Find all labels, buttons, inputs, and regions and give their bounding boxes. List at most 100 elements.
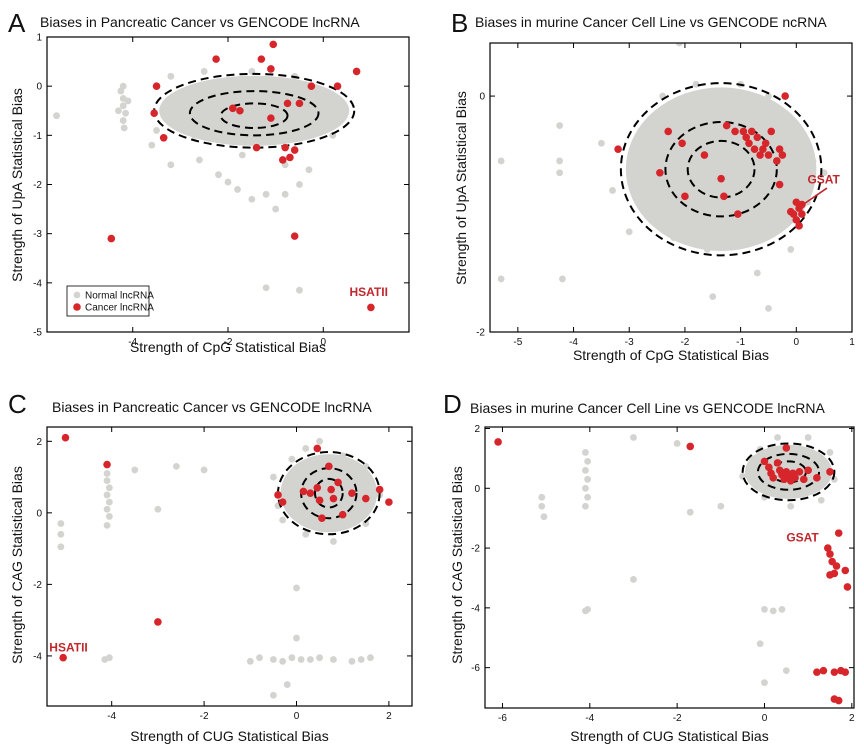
normal-point	[787, 502, 795, 510]
normal-point	[597, 139, 605, 147]
normal-point	[559, 275, 566, 283]
cancer-point	[375, 485, 384, 494]
normal-point	[765, 305, 772, 312]
cancer-point	[745, 139, 753, 148]
cancer-point	[826, 468, 834, 476]
cancer-point	[759, 145, 767, 153]
normal-point	[556, 157, 564, 165]
normal-point	[53, 112, 60, 120]
y-axis-label-d: Strength of CAG Statistical Bias	[449, 466, 465, 664]
normal-point	[103, 521, 111, 529]
legend-box	[66, 285, 150, 317]
normal-point	[122, 109, 129, 117]
annotation-label: GSAT	[807, 172, 840, 186]
cancer-point	[318, 514, 326, 523]
normal-point	[262, 190, 270, 198]
cancer-point	[731, 127, 739, 136]
normal-point	[673, 440, 681, 447]
normal-point	[761, 679, 768, 686]
normal-point	[820, 169, 828, 177]
normal-point	[538, 502, 546, 510]
cancer-point	[59, 653, 67, 662]
normal-point	[497, 275, 505, 283]
cancer-point	[795, 468, 804, 476]
cancer-point	[103, 460, 111, 469]
normal-point	[556, 122, 564, 129]
x-tick-label: -2	[680, 337, 689, 348]
cancer-point	[299, 487, 308, 496]
normal-point	[234, 186, 241, 193]
normal-point	[316, 654, 323, 662]
normal-point	[148, 141, 156, 149]
normal-point	[196, 156, 203, 164]
legend-marker-cancer	[73, 303, 81, 311]
cancer-point	[107, 234, 116, 243]
cancer-point	[61, 433, 70, 442]
cancer-point	[792, 216, 801, 224]
normal-point	[105, 498, 113, 506]
y-tick-label: -2	[33, 580, 42, 591]
normal-point	[556, 169, 564, 177]
cancer-point	[775, 145, 784, 153]
normal-point	[57, 543, 65, 551]
y-tick-label: -1	[33, 131, 42, 142]
plot-marks-d	[494, 434, 852, 705]
cancer-point	[290, 232, 299, 240]
normal-point	[103, 477, 111, 485]
cancer-point	[722, 121, 731, 130]
y-axis-label-b: Strength of UpA Statistical Bias	[453, 91, 469, 285]
normal-point	[296, 181, 303, 188]
panel-a: A Biases in Pancreatic Cancer vs GENCODE …	[8, 8, 410, 355]
cancer-point	[614, 145, 622, 153]
normal-point	[269, 473, 277, 481]
normal-point	[172, 462, 180, 470]
plot-marks-a	[53, 40, 375, 312]
normal-point	[119, 117, 127, 124]
cancer-point	[830, 668, 839, 676]
normal-point	[686, 508, 694, 516]
normal-point	[154, 505, 162, 513]
cancer-point	[150, 109, 158, 118]
cancer-point	[656, 168, 664, 177]
confidence-ellipse	[664, 121, 778, 218]
normal-point	[296, 286, 303, 294]
x-tick-label: 0	[762, 713, 768, 724]
cancer-point	[760, 457, 769, 466]
y-tick-label: -2	[476, 328, 485, 339]
normal-point	[348, 657, 356, 665]
cancer-point	[739, 127, 748, 136]
cancer-point	[832, 562, 841, 570]
legend-label-cancer: Cancer lncRNA	[85, 303, 154, 314]
normal-point	[538, 493, 546, 501]
cancer-point	[278, 498, 287, 506]
cancer-point	[773, 459, 782, 467]
normal-point	[105, 654, 113, 662]
normal-point	[119, 102, 127, 110]
confidence-ellipse	[686, 139, 756, 199]
normal-density-cloud	[280, 454, 378, 533]
cancer-point	[283, 99, 292, 108]
cancer-point	[159, 133, 168, 142]
normal-point	[256, 654, 263, 662]
normal-point	[167, 161, 175, 169]
y-tick-label: 0	[479, 92, 485, 103]
normal-point	[120, 124, 128, 132]
x-tick-label: -4	[569, 337, 578, 348]
x-tick-label: -1	[736, 337, 745, 348]
normal-point	[774, 434, 781, 441]
legend-marker-normal	[73, 291, 81, 299]
x-tick-label: -4	[107, 711, 116, 722]
annotation-arrow	[802, 187, 828, 206]
x-tick-label: 0	[320, 337, 326, 348]
x-tick-label: 0	[794, 337, 800, 348]
normal-point	[804, 434, 812, 441]
cancer-point	[813, 668, 821, 676]
x-tick-label: -5	[513, 337, 522, 348]
cancer-point	[306, 489, 315, 497]
normal-point	[630, 576, 637, 583]
cancer-point	[734, 210, 742, 218]
normal-point	[224, 178, 232, 186]
normal-point	[582, 466, 589, 474]
